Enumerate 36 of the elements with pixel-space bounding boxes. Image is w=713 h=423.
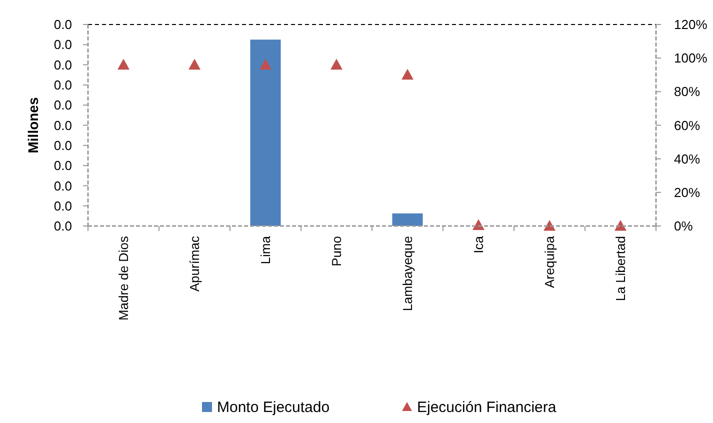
point [402, 68, 414, 80]
y2-tick-label: 40% [674, 151, 700, 166]
y-tick-label: 0.0 [54, 158, 72, 174]
y2-tick-label: 100% [674, 50, 708, 66]
y-tick-label: 0.0 [54, 218, 72, 234]
x-tick-label: Puno [329, 236, 344, 266]
x-tick-label: Apurímac [187, 236, 202, 292]
y2-tick-label: 120% [674, 17, 708, 32]
point [330, 58, 342, 70]
y-tick-label: 0.0 [54, 37, 72, 52]
y2-tick-label: 0% [674, 218, 694, 234]
point [188, 58, 200, 70]
y-tick-label: 0.0 [54, 98, 72, 113]
y2-tick-label: 60% [674, 118, 700, 133]
y-tick-label: 0.0 [54, 17, 72, 32]
y-tick-label: 0.0 [54, 78, 72, 92]
point [260, 58, 272, 70]
y-tick-label: 0.0 [54, 198, 72, 214]
y-axis-title: Millones [25, 97, 41, 154]
point [118, 58, 130, 70]
y2-tick-label: 20% [674, 184, 700, 200]
y-tick-label: 0.0 [54, 138, 72, 153]
x-tick-label: Madre de Dios [116, 236, 132, 321]
y-tick-label: 0.0 [54, 118, 72, 133]
x-tick-label: Arequipa [542, 235, 558, 288]
x-tick-label: Ica [471, 235, 486, 254]
x-tick-label: La Libertad [613, 236, 628, 302]
x-tick-label: Lambayeque [400, 236, 416, 312]
point [544, 220, 556, 231]
x-tick-label: Lima [258, 235, 274, 264]
y-tick-label: 0.0 [54, 57, 72, 72]
y2-tick-label: 80% [674, 84, 700, 100]
legend-label: Monto Ejecutado [217, 399, 330, 416]
point [614, 220, 626, 231]
legend-label: Ejecución Financiera [417, 399, 557, 416]
y-tick-label: 0.0 [54, 178, 72, 194]
